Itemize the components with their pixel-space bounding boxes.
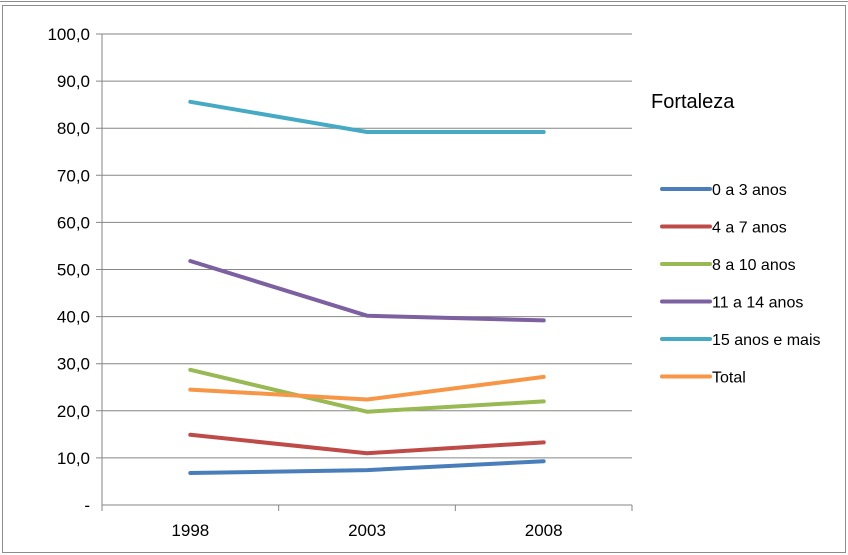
y-tick-label: 40,0	[57, 308, 90, 327]
series-line-4	[188, 99, 546, 134]
series-lines	[188, 99, 546, 475]
legend-label: 11 a 14 anos	[712, 295, 803, 312]
series-line-2	[188, 367, 546, 414]
y-tick-label: -	[84, 496, 90, 515]
x-tick-label: 1998	[171, 521, 209, 540]
y-tick-label: 10,0	[57, 449, 90, 468]
legend-label: 4 a 7 anos	[712, 220, 787, 237]
y-tick-label: 60,0	[57, 213, 90, 232]
y-tick-label: 20,0	[57, 402, 90, 421]
y-tick-label: 90,0	[57, 72, 90, 91]
y-tick-label: 70,0	[57, 166, 90, 185]
chart-border	[2, 5, 846, 553]
series-line-5	[188, 374, 546, 402]
legend: 0 a 3 anos 4 a 7 anos 8 a 10 anos 11 a 14 a…	[660, 182, 821, 387]
legend-label: 15 anos e mais	[712, 332, 821, 349]
series-line-1	[188, 432, 546, 456]
axes	[101, 34, 633, 511]
legend-label: 8 a 10 anos	[712, 257, 796, 274]
x-tick-label: 2003	[348, 521, 386, 540]
series-line-3	[188, 259, 546, 323]
legend-label: Total	[712, 370, 746, 387]
chart-title: Fortaleza	[651, 91, 735, 113]
y-tick-label: 30,0	[57, 355, 90, 374]
series-line-0	[188, 459, 546, 475]
y-tick-label: 100,0	[47, 25, 90, 44]
x-tick-labels: 1998 2003 2008	[171, 521, 562, 540]
y-tick-labels: - 10,0 20,0 30,0 40,0 50,0 60,0 70,0 80,0 90,0 100…	[47, 25, 90, 515]
y-tick-label: 50,0	[57, 261, 90, 280]
legend-label: 0 a 3 anos	[712, 182, 787, 199]
x-tick-label: 2008	[525, 521, 563, 540]
y-tick-label: 80,0	[57, 119, 90, 138]
